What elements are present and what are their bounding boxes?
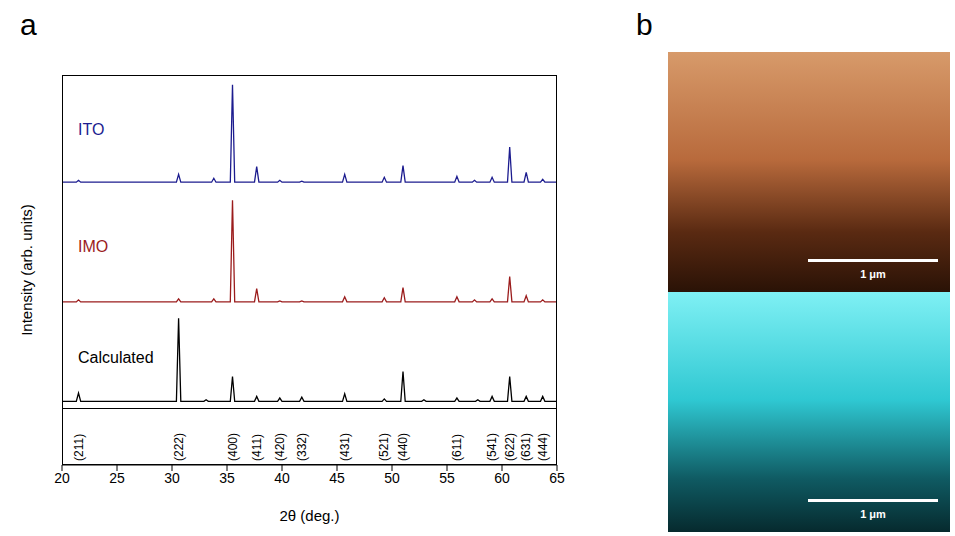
svg-text:(444): (444) xyxy=(536,433,550,461)
svg-text:(211): (211) xyxy=(72,434,86,461)
svg-text:(332): (332) xyxy=(295,433,309,461)
svg-text:2θ (deg.): 2θ (deg.) xyxy=(279,507,339,524)
svg-text:60: 60 xyxy=(494,470,510,486)
svg-text:20: 20 xyxy=(54,470,70,486)
svg-text:(420): (420) xyxy=(273,433,287,461)
svg-text:(541): (541) xyxy=(485,433,499,461)
html-text:1 μm: 1 μm xyxy=(860,268,886,280)
svg-text:(521): (521) xyxy=(377,433,391,461)
svg-text:40: 40 xyxy=(274,470,290,486)
svg-text:(622): (622) xyxy=(503,433,517,461)
html-text:b: b xyxy=(636,8,653,41)
html-text:ITO: ITO xyxy=(78,121,105,138)
html-text:IMO: IMO xyxy=(78,238,109,255)
svg-text:35: 35 xyxy=(219,470,235,486)
svg-text:30: 30 xyxy=(164,470,180,486)
svg-text:(631): (631) xyxy=(519,433,533,461)
svg-text:(411): (411) xyxy=(250,434,264,461)
html-text:Calculated: Calculated xyxy=(78,349,154,366)
svg-text:(222): (222) xyxy=(172,433,186,461)
html-text:1 μm: 1 μm xyxy=(860,508,886,520)
svg-text:25: 25 xyxy=(109,470,125,486)
svg-text:45: 45 xyxy=(329,470,345,486)
svg-text:65: 65 xyxy=(549,470,565,486)
svg-text:(400): (400) xyxy=(226,433,240,461)
svg-text:(431): (431) xyxy=(338,433,352,461)
html-text:Intensity (arb. units): Intensity (arb. units) xyxy=(17,204,35,336)
svg-text:(440): (440) xyxy=(396,433,410,461)
svg-text:50: 50 xyxy=(384,470,400,486)
svg-text:(611): (611) xyxy=(450,434,464,461)
svg-text:55: 55 xyxy=(439,470,455,486)
html-text:a: a xyxy=(20,8,37,41)
